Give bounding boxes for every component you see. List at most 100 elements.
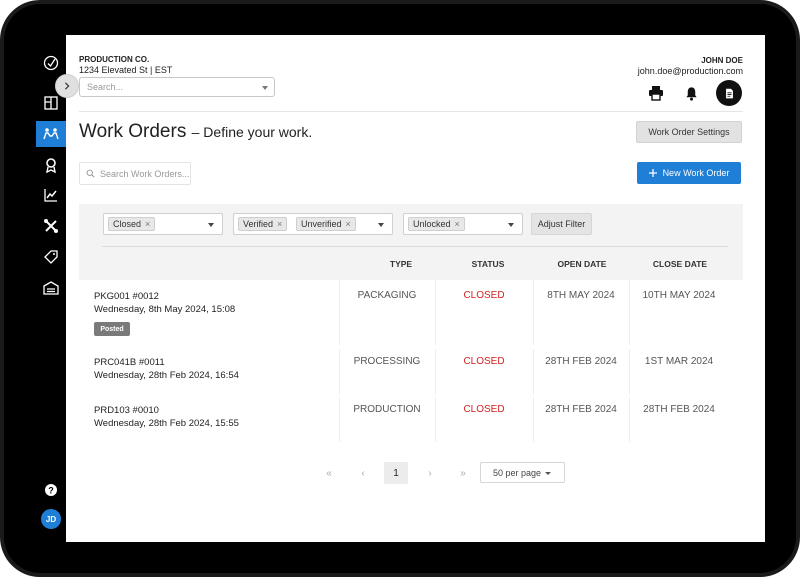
filter-chip[interactable]: Unverified × [296,217,356,231]
filter-chip[interactable]: Unlocked × [408,217,465,231]
sidebar-toggle-button[interactable] [55,74,79,98]
adjust-filter-button[interactable]: Adjust Filter [531,213,592,235]
new-work-order-button[interactable]: New Work Order [637,162,741,184]
filter-chip[interactable]: Closed × [108,217,156,231]
work-order-close-date: 1ST MAR 2024 [644,356,714,367]
user-name: JOHN DOE [701,56,743,65]
dashboard-icon[interactable] [36,90,66,116]
remove-chip-icon[interactable]: × [145,219,151,229]
filter-chip-label: Closed [113,219,142,229]
search-icon [86,169,95,178]
global-search-placeholder: Search... [87,82,124,92]
chevron-down-icon [508,223,514,227]
cell-divider [339,397,340,442]
svg-text:?: ? [48,486,54,496]
work-order-type: PRODUCTION [353,404,421,415]
column-header-type[interactable]: TYPE [389,259,413,269]
chevron-down-icon [545,472,551,475]
verification-filter-select[interactable]: Verified × Unverified × [233,213,393,235]
tools-icon[interactable] [36,213,66,239]
work-order-type: PACKAGING [357,290,417,301]
bell-icon[interactable] [678,80,704,106]
tag-icon[interactable] [36,244,66,270]
analytics-icon[interactable] [36,182,66,208]
work-order-date: Wednesday, 28th Feb 2024, 16:54 [94,370,239,381]
filter-chip-label: Unlocked [413,219,451,229]
work-order-settings-button[interactable]: Work Order Settings [636,121,742,143]
remove-chip-icon[interactable]: × [277,219,283,229]
sidebar: ? JD [36,35,66,542]
work-order-open-date: 28TH FEB 2024 [545,356,617,367]
last-page-button[interactable]: » [460,467,466,479]
work-order-close-date: 10TH MAY 2024 [642,290,716,301]
company-address: 1234 Elevated St | EST [79,65,173,75]
cell-divider [629,280,630,345]
status-filter-select[interactable]: Closed × [103,213,223,235]
table-row[interactable]: PKG001 #0012 Wednesday, 8th May 2024, 15… [79,280,743,345]
cell-divider [533,397,534,442]
page-subtitle: – Define your work. [191,124,313,140]
cell-divider [629,349,630,394]
first-page-button[interactable]: « [326,467,332,479]
work-order-status: CLOSED [463,404,505,415]
work-order-id[interactable]: PRD103 #0010 [94,405,159,416]
header-divider [79,111,743,112]
plus-icon [648,169,657,177]
help-icon[interactable]: ? [36,477,66,503]
filter-panel: Closed × Verified × Unverified × Unlocked × [79,204,743,280]
page-title: Work Orders – Define your work. [79,121,312,143]
work-order-open-date: 28TH FEB 2024 [545,404,617,415]
remove-chip-icon[interactable]: × [345,219,351,229]
cell-divider [339,349,340,394]
work-order-date: Wednesday, 8th May 2024, 15:08 [94,304,236,315]
award-icon[interactable] [36,152,66,178]
filter-chip[interactable]: Verified × [238,217,288,231]
lock-filter-select[interactable]: Unlocked × [403,213,523,235]
posted-badge: Posted [94,322,130,336]
prev-page-button[interactable]: ‹ [361,467,365,479]
cell-divider [533,349,534,394]
cell-divider [435,280,436,345]
logo-icon[interactable] [36,50,66,76]
cell-divider [435,349,436,394]
warehouse-icon[interactable] [36,275,66,301]
chevron-right-icon [64,82,70,90]
page-number-button[interactable]: 1 [384,462,408,484]
main-content: PRODUCTION CO. 1234 Elevated St | EST Se… [66,35,765,542]
print-icon[interactable] [643,80,669,106]
work-orders-icon[interactable] [36,121,66,147]
work-order-search-placeholder: Search Work Orders... [100,168,190,179]
work-order-id[interactable]: PKG001 #0012 [94,291,159,302]
cell-divider [339,280,340,345]
new-work-order-label: New Work Order [662,168,730,178]
per-page-select[interactable]: 50 per page [480,462,565,483]
chevron-down-icon [262,86,268,90]
per-page-label: 50 per page [493,467,542,478]
work-order-id[interactable]: PRC041B #0011 [94,357,165,368]
work-order-type: PROCESSING [353,356,421,367]
work-order-open-date: 8TH MAY 2024 [547,290,615,301]
column-header-status[interactable]: STATUS [471,259,505,269]
global-search-input[interactable]: Search... [79,77,275,97]
filter-chip-label: Verified [243,219,274,229]
page-title-text: Work Orders [79,121,187,142]
table-row[interactable]: PRC041B #0011 Wednesday, 28th Feb 2024, … [79,349,743,394]
user-avatar[interactable]: JD [41,509,61,529]
document-icon[interactable] [716,80,742,106]
remove-chip-icon[interactable]: × [454,219,460,229]
work-order-status: CLOSED [463,356,505,367]
work-order-search-input[interactable]: Search Work Orders... [79,162,191,185]
column-header-close-date[interactable]: CLOSE DATE [652,259,708,269]
chevron-down-icon [208,223,214,227]
column-header-open-date[interactable]: OPEN DATE [557,259,607,269]
cell-divider [533,280,534,345]
next-page-button[interactable]: › [428,467,432,479]
work-order-close-date: 28TH FEB 2024 [643,404,715,415]
work-order-status: CLOSED [463,290,505,301]
filter-divider [102,246,728,247]
company-name: PRODUCTION CO. [79,55,150,64]
table-row[interactable]: PRD103 #0010 Wednesday, 28th Feb 2024, 1… [79,397,743,442]
filter-chip-label: Unverified [301,219,342,229]
work-order-date: Wednesday, 28th Feb 2024, 15:55 [94,418,239,429]
cell-divider [629,397,630,442]
